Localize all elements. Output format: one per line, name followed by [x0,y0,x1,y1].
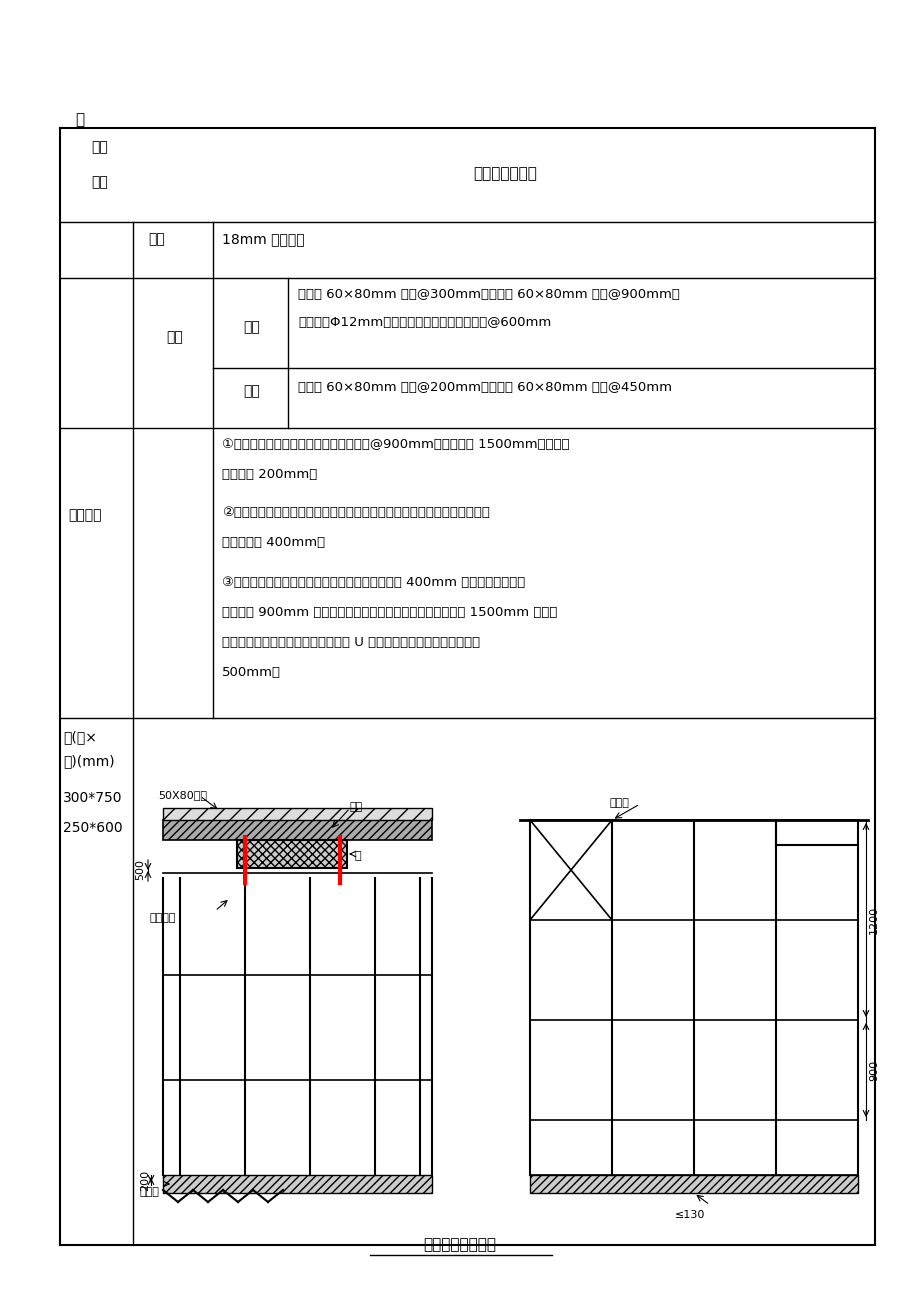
Text: 梁边线: 梁边线 [609,798,630,809]
Text: 次龙骨 60×80mm 木方@300mm；主龙骨 60×80mm 木方@900mm；: 次龙骨 60×80mm 木方@300mm；主龙骨 60×80mm 木方@900m… [298,288,679,301]
Text: 200: 200 [140,1169,150,1190]
Text: 高)(mm): 高)(mm) [62,754,115,768]
Text: 梁侧: 梁侧 [244,320,260,335]
Text: ①采用扣件式钢管脚手架，梁底立杆纵向@900mm，横杆步距 1500mm，扫地杆: ①采用扣件式钢管脚手架，梁底立杆纵向@900mm，横杆步距 1500mm，扫地杆 [221,437,569,450]
Text: 梁侧龙骨: 梁侧龙骨 [150,913,176,923]
Text: 龙骨: 龙骨 [166,329,183,344]
Text: 距底板面 200mm。: 距底板面 200mm。 [221,467,317,480]
Text: 500mm。: 500mm。 [221,667,280,680]
Text: 次龙骨 60×80mm 木方@200mm；主龙骨 60×80mm 木方@450mm: 次龙骨 60×80mm 木方@200mm；主龙骨 60×80mm 木方@450m… [298,381,671,395]
Bar [237,840,346,868]
Text: 构件: 构件 [91,141,108,154]
Text: 两边不大于 400mm。: 两边不大于 400mm。 [221,536,324,549]
Text: 平拉杆与满堂架拉结，立杆上端包括 U 托伸出顶层水平杆的长度不大于: 平拉杆与满堂架拉结，立杆上端包括 U 托伸出顶层水平杆的长度不大于 [221,635,480,648]
Text: ②次龙骨所传递的承载力作用于主龙骨，再转递给梁下立杆，梁两侧立杆距: ②次龙骨所传递的承载力作用于主龙骨，再转递给梁下立杆，梁两侧立杆距 [221,506,489,519]
Bar [163,1174,432,1193]
Text: 18mm 厚多层板: 18mm 厚多层板 [221,232,304,246]
Text: 支撑体系: 支撑体系 [68,508,101,522]
Bar [163,820,432,840]
Text: 250*600: 250*600 [62,822,122,835]
Text: 模板: 模板 [349,802,363,812]
Text: 900: 900 [868,1060,878,1081]
Text: 规格: 规格 [91,174,108,189]
Text: 梁: 梁 [355,852,361,861]
Text: 梁底: 梁底 [244,384,260,398]
Text: 梁模板支撑示意图: 梁模板支撑示意图 [423,1237,496,1253]
Text: ≤130: ≤130 [674,1210,705,1220]
Text: 梁: 梁 [75,112,84,128]
Text: 500: 500 [135,859,145,880]
Text: 1200: 1200 [868,906,878,934]
Bar [163,809,432,820]
Text: 对拉螺栓Φ12mm，梁中设两道，沿梁长度方向@600mm: 对拉螺栓Φ12mm，梁中设两道，沿梁长度方向@600mm [298,316,550,329]
Text: 梁(宽×: 梁(宽× [62,730,96,743]
Text: 300*750: 300*750 [62,792,122,805]
Bar [529,1174,857,1193]
Text: 间间隔约 900mm 设置顶撑；每根梁下立杆均要自下而上间隔 1500mm 设置水: 间间隔约 900mm 设置顶撑；每根梁下立杆均要自下而上间隔 1500mm 设置… [221,605,557,618]
Text: 木垫板: 木垫板 [140,1187,160,1197]
Text: 模板: 模板 [148,232,165,246]
Text: 模板及支撑体系: 模板及支撑体系 [472,165,537,181]
Text: ③梁底设置顶撑：一道支撑立杆，纵向梁两头退约 400mm 设置起步顶撑，中: ③梁底设置顶撑：一道支撑立杆，纵向梁两头退约 400mm 设置起步顶撑，中 [221,575,525,589]
Text: 50X80木方: 50X80木方 [158,790,207,799]
